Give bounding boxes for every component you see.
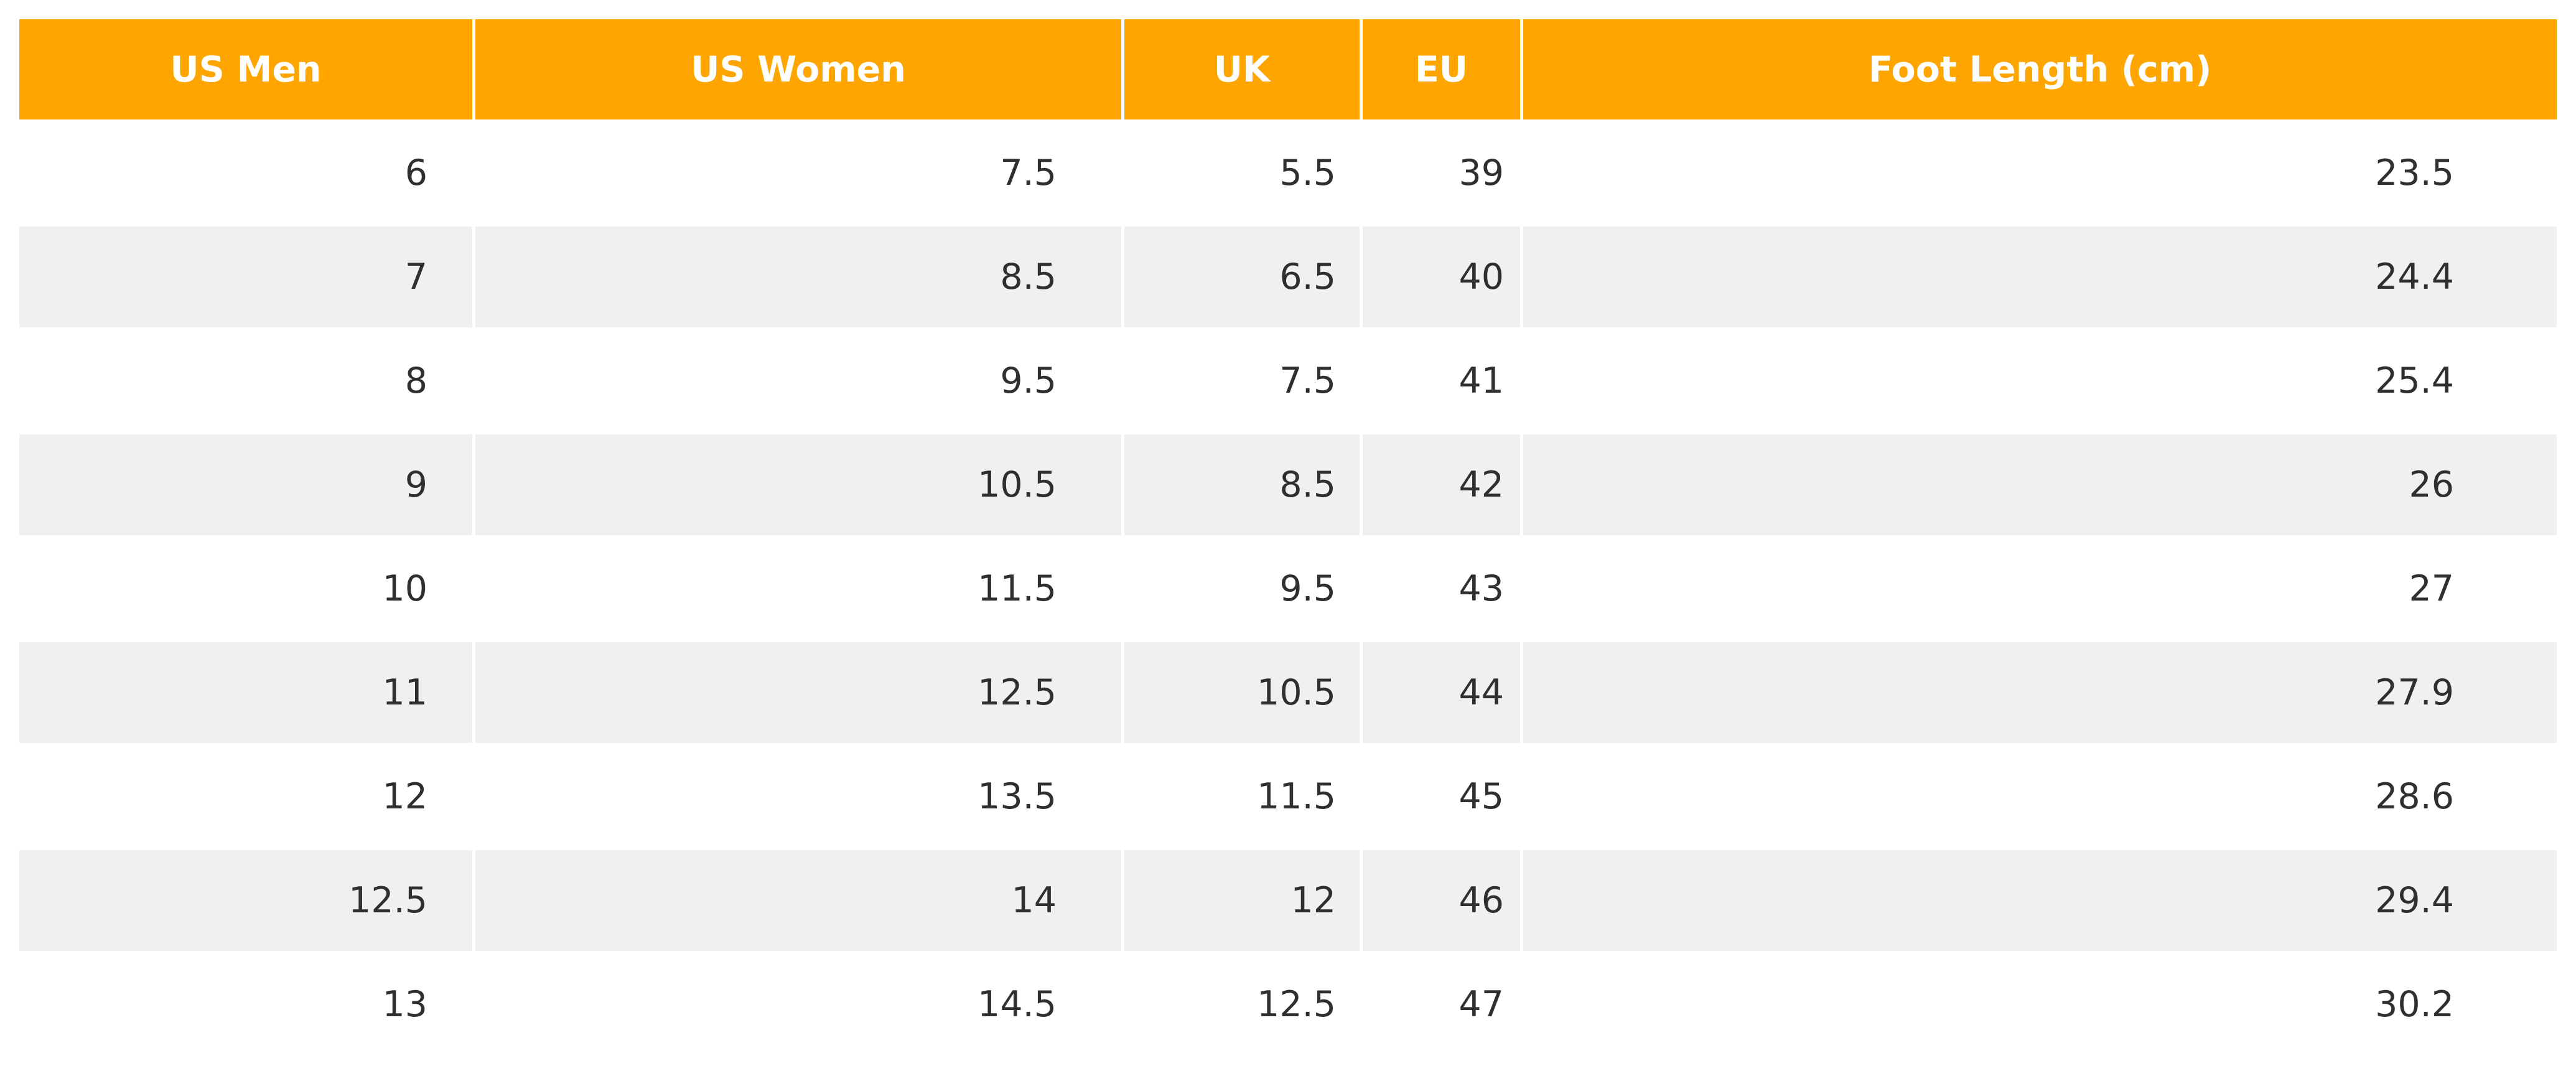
table-cell-eu: 44 xyxy=(1363,642,1523,746)
table-row: 12.5 14 12 46 29.4 xyxy=(19,850,2557,954)
table-cell-foot-length-cm: 30.2 xyxy=(1523,954,2557,1058)
table-cell-us-women: 11.5 xyxy=(475,538,1124,642)
table-cell-eu: 45 xyxy=(1363,746,1523,850)
table-cell-foot-length-cm: 27 xyxy=(1523,538,2557,642)
table-cell-us-men: 11 xyxy=(19,642,475,746)
table-cell-eu: 46 xyxy=(1363,850,1523,954)
table-cell-us-women: 13.5 xyxy=(475,746,1124,850)
table-cell-us-women: 14.5 xyxy=(475,954,1124,1058)
table-cell-us-men: 10 xyxy=(19,538,475,642)
table-cell-us-women: 12.5 xyxy=(475,642,1124,746)
table-row: 12 13.5 11.5 45 28.6 xyxy=(19,746,2557,850)
table-row: 6 7.5 5.5 39 23.5 xyxy=(19,123,2557,227)
table-cell-us-men: 6 xyxy=(19,123,475,227)
table-cell-us-women: 14 xyxy=(475,850,1124,954)
size-chart-table: US Men US Women UK EU Foot Length (cm) 6 7.5 5… xyxy=(19,19,2557,1058)
table-cell-us-men: 9 xyxy=(19,434,475,538)
table-cell-foot-length-cm: 29.4 xyxy=(1523,850,2557,954)
table-cell-uk: 10.5 xyxy=(1124,642,1363,746)
table-cell-uk: 11.5 xyxy=(1124,746,1363,850)
table-cell-eu: 47 xyxy=(1363,954,1523,1058)
table-cell-foot-length-cm: 28.6 xyxy=(1523,746,2557,850)
table-body: 6 7.5 5.5 39 23.5 7 8.5 6.5 40 24.4 8 9.5 7.5 41 25.4 9… xyxy=(19,123,2557,1058)
table-cell-uk: 9.5 xyxy=(1124,538,1363,642)
column-header-us-women: US Women xyxy=(475,19,1124,123)
table-cell-uk: 12.5 xyxy=(1124,954,1363,1058)
table-row: 9 10.5 8.5 42 26 xyxy=(19,434,2557,538)
table-cell-eu: 40 xyxy=(1363,227,1523,330)
column-header-us-men: US Men xyxy=(19,19,475,123)
table-cell-uk: 7.5 xyxy=(1124,330,1363,434)
table-cell-us-men: 13 xyxy=(19,954,475,1058)
table-cell-foot-length-cm: 24.4 xyxy=(1523,227,2557,330)
table-cell-us-men: 7 xyxy=(19,227,475,330)
table-cell-eu: 43 xyxy=(1363,538,1523,642)
table-cell-uk: 12 xyxy=(1124,850,1363,954)
table-cell-us-women: 9.5 xyxy=(475,330,1124,434)
table-cell-eu: 42 xyxy=(1363,434,1523,538)
table-row: 13 14.5 12.5 47 30.2 xyxy=(19,954,2557,1058)
table-cell-uk: 5.5 xyxy=(1124,123,1363,227)
table-row: 10 11.5 9.5 43 27 xyxy=(19,538,2557,642)
table-cell-us-men: 12.5 xyxy=(19,850,475,954)
table-cell-us-women: 7.5 xyxy=(475,123,1124,227)
column-header-eu: EU xyxy=(1363,19,1523,123)
table-cell-foot-length-cm: 27.9 xyxy=(1523,642,2557,746)
table-cell-foot-length-cm: 26 xyxy=(1523,434,2557,538)
table-cell-eu: 41 xyxy=(1363,330,1523,434)
table-row: 8 9.5 7.5 41 25.4 xyxy=(19,330,2557,434)
table-header: US Men US Women UK EU Foot Length (cm) xyxy=(19,19,2557,123)
table-cell-us-women: 8.5 xyxy=(475,227,1124,330)
table-cell-us-men: 8 xyxy=(19,330,475,434)
table-row: 7 8.5 6.5 40 24.4 xyxy=(19,227,2557,330)
table-cell-uk: 8.5 xyxy=(1124,434,1363,538)
column-header-foot-length-cm: Foot Length (cm) xyxy=(1523,19,2557,123)
column-header-uk: UK xyxy=(1124,19,1363,123)
table-row: 11 12.5 10.5 44 27.9 xyxy=(19,642,2557,746)
table-cell-us-men: 12 xyxy=(19,746,475,850)
table-cell-eu: 39 xyxy=(1363,123,1523,227)
table-cell-foot-length-cm: 25.4 xyxy=(1523,330,2557,434)
header-row: US Men US Women UK EU Foot Length (cm) xyxy=(19,19,2557,123)
table-cell-foot-length-cm: 23.5 xyxy=(1523,123,2557,227)
table-cell-uk: 6.5 xyxy=(1124,227,1363,330)
table-cell-us-women: 10.5 xyxy=(475,434,1124,538)
